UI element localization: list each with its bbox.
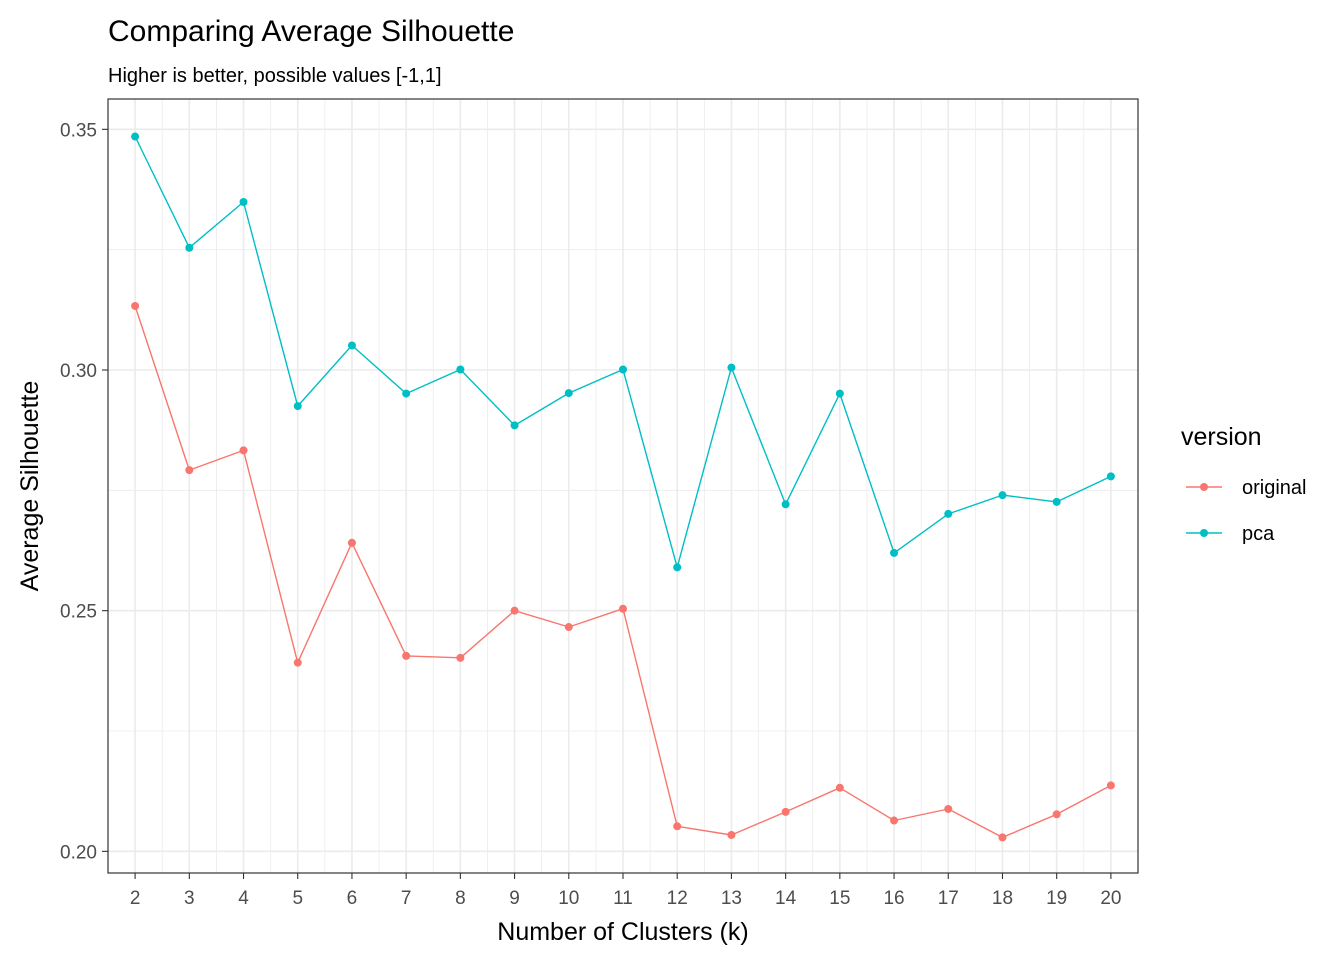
data-point-original-k4 [239, 446, 248, 455]
x-tick-label: 20 [1100, 888, 1121, 909]
x-tick-label: 12 [667, 888, 688, 909]
plot-area: 2 3 4 5 6 7 8 9 10 11 12 13 14 15 16 17 18 19 20 0.20 0.25 0.… [60, 98, 1139, 909]
x-tick-label: 16 [883, 888, 904, 909]
data-point-original-k7 [402, 651, 411, 660]
data-point-pca-k19 [1052, 497, 1061, 506]
data-point-original-k13 [727, 830, 736, 839]
legend-key-point-original [1200, 483, 1208, 491]
data-point-original-k5 [293, 658, 302, 667]
x-tick-label: 18 [992, 888, 1013, 909]
legend-key-point-pca [1200, 529, 1208, 537]
x-tick-label: 9 [509, 888, 520, 909]
legend-label-original: original [1242, 477, 1306, 499]
x-tick-label: 5 [292, 888, 303, 909]
data-point-pca-k13 [727, 363, 736, 372]
x-tick-label: 8 [455, 888, 466, 909]
data-point-original-k19 [1052, 810, 1061, 819]
data-point-original-k9 [510, 606, 519, 615]
x-tick-label: 2 [130, 888, 141, 909]
data-point-original-k10 [564, 623, 573, 632]
x-tick-label: 13 [721, 888, 742, 909]
x-tick-label: 4 [238, 888, 249, 909]
data-point-original-k14 [781, 807, 790, 816]
data-point-pca-k11 [619, 365, 627, 374]
y-tick-label: 0.25 [60, 602, 97, 623]
data-point-pca-k7 [402, 389, 411, 398]
legend-label-pca: pca [1242, 523, 1275, 545]
x-axis-title: Number of Clusters (k) [497, 918, 748, 946]
x-tick-label: 15 [829, 888, 850, 909]
y-tick-label: 0.35 [60, 120, 97, 141]
data-point-original-k20 [1106, 781, 1115, 790]
data-point-pca-k9 [510, 421, 519, 430]
data-point-original-k12 [673, 822, 682, 831]
data-point-original-k2 [131, 301, 140, 310]
y-tick-label: 0.20 [60, 842, 97, 863]
data-point-pca-k2 [131, 132, 140, 141]
data-point-original-k11 [619, 604, 627, 613]
data-point-pca-k8 [456, 365, 465, 374]
chart-title: Comparing Average Silhouette [108, 15, 514, 48]
data-point-original-k3 [185, 466, 194, 475]
x-tick-label: 17 [938, 888, 959, 909]
data-point-pca-k20 [1106, 472, 1115, 481]
x-tick-label: 7 [401, 888, 412, 909]
data-point-original-k15 [835, 783, 844, 792]
x-tick-label: 6 [347, 888, 358, 909]
data-point-pca-k10 [564, 389, 573, 398]
data-point-pca-k5 [293, 402, 302, 411]
data-point-pca-k18 [998, 491, 1007, 500]
data-point-original-k17 [944, 804, 953, 813]
x-tick-label: 11 [613, 888, 633, 909]
data-point-pca-k15 [835, 389, 844, 398]
x-tick-label: 19 [1046, 888, 1067, 909]
x-tick-label: 10 [558, 888, 579, 909]
x-tick-label: 3 [184, 888, 195, 909]
y-axis-title: Average Silhouette [16, 381, 44, 592]
data-point-pca-k12 [673, 563, 682, 572]
chart-subtitle: Higher is better, possible values [-1,1] [108, 65, 442, 87]
x-tick-label: 14 [775, 888, 797, 909]
data-point-original-k16 [890, 816, 899, 825]
data-point-pca-k6 [347, 341, 356, 350]
data-point-pca-k14 [781, 500, 790, 509]
legend: version original pca [1181, 423, 1306, 545]
data-point-pca-k3 [185, 243, 194, 252]
y-tick-label: 0.30 [60, 361, 97, 382]
data-point-pca-k4 [239, 198, 248, 207]
data-point-pca-k17 [944, 509, 953, 518]
data-point-original-k6 [347, 538, 356, 547]
data-point-original-k18 [998, 833, 1007, 842]
legend-title: version [1181, 423, 1262, 451]
data-point-pca-k16 [890, 548, 899, 557]
data-point-original-k8 [456, 653, 465, 662]
